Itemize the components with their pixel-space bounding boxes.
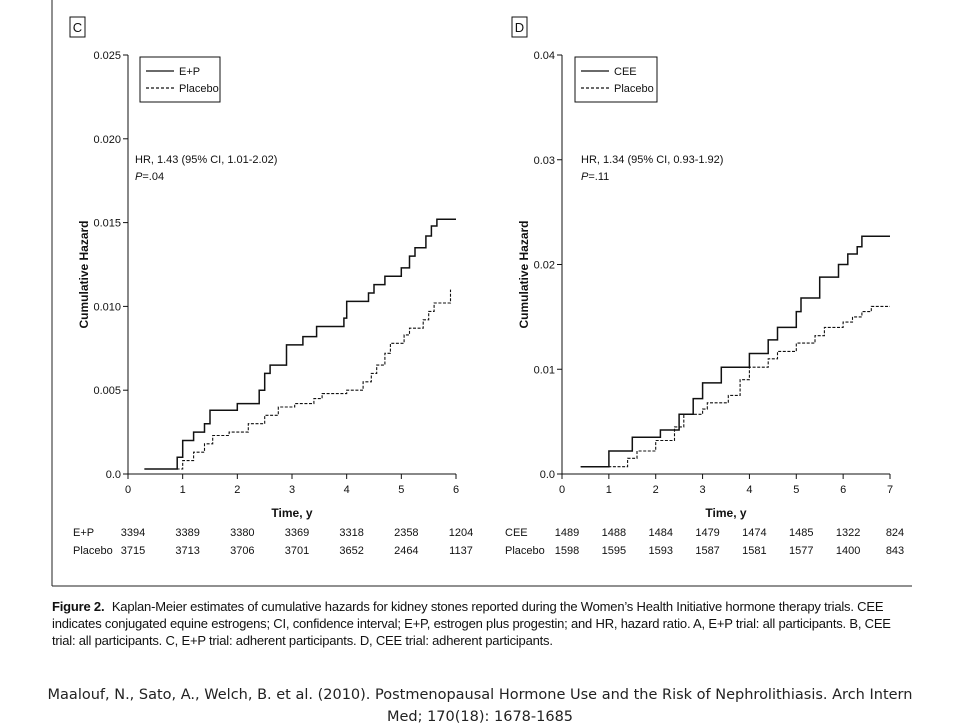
x-tick-label: 5 [398, 484, 404, 496]
p-value-annotation: P=.04 [135, 171, 164, 183]
y-tick-label: 0.0 [106, 469, 121, 481]
y-tick-label: 0.025 [93, 50, 121, 62]
risk-table-row-label: Placebo [73, 545, 113, 557]
panel-badge-letter: D [515, 20, 524, 35]
y-tick-label: 0.0 [540, 469, 555, 481]
risk-table-cell: 2358 [394, 527, 418, 539]
legend-label: E+P [179, 66, 200, 78]
x-tick-label: 7 [887, 484, 893, 496]
risk-table-cell: 1137 [449, 545, 473, 557]
y-tick-label: 0.03 [534, 155, 555, 167]
y-tick-label: 0.005 [93, 385, 121, 397]
y-axis-label: Cumulative Hazard [77, 220, 91, 328]
y-tick-label: 0.020 [93, 134, 121, 146]
risk-table-cell: 1598 [555, 545, 579, 557]
risk-table-cell: 1400 [836, 545, 860, 557]
y-axis-label: Cumulative Hazard [517, 220, 531, 328]
figure-caption: Figure 2. Kaplan-Meier estimates of cumu… [52, 598, 912, 649]
risk-table-cell: 1489 [555, 527, 579, 539]
legend-box [574, 56, 658, 103]
risk-table-cell: 1322 [836, 527, 860, 539]
risk-table-cell: 1595 [602, 545, 626, 557]
risk-table-cell: 1479 [695, 527, 719, 539]
risk-table-cell: 2464 [394, 545, 418, 557]
series-line-cee [580, 235, 890, 468]
risk-table-cell: 3713 [175, 545, 199, 557]
risk-table-cell: 843 [886, 545, 904, 557]
y-tick-label: 0.04 [534, 50, 555, 62]
x-tick-label: 2 [234, 484, 240, 496]
y-tick-label: 0.01 [534, 364, 555, 376]
risk-table-cell: 1484 [648, 527, 672, 539]
series-line-placebo [144, 289, 452, 470]
risk-table-cell: 3369 [285, 527, 309, 539]
series-line-placebo [580, 305, 890, 468]
panel-badge-letter: C [73, 20, 82, 35]
risk-table-cell: 1593 [648, 545, 672, 557]
y-tick-label: 0.010 [93, 301, 121, 313]
legend-label: CEE [614, 66, 637, 78]
legend-box [139, 56, 221, 103]
citation-line-1: Maalouf, N., Sato, A., Welch, B. et al. … [47, 687, 913, 703]
risk-table-cell: 3652 [339, 545, 363, 557]
risk-table-cell: 3318 [339, 527, 363, 539]
hazard-ratio-annotation: HR, 1.34 (95% CI, 0.93-1.92) [581, 154, 723, 166]
x-tick-label: 1 [606, 484, 612, 496]
x-tick-label: 4 [344, 484, 350, 496]
x-tick-label: 0 [559, 484, 565, 496]
risk-table-cell: 1581 [742, 545, 766, 557]
y-tick-label: 0.015 [93, 218, 121, 230]
risk-table-cell: 1204 [449, 527, 473, 539]
x-tick-label: 6 [453, 484, 459, 496]
x-tick-label: 3 [700, 484, 706, 496]
y-tick-label: 0.02 [534, 260, 555, 272]
x-tick-label: 6 [840, 484, 846, 496]
risk-table-row-label: E+P [73, 527, 94, 539]
x-tick-label: 4 [746, 484, 752, 496]
risk-table-cell: 3706 [230, 545, 254, 557]
risk-table-row-label: CEE [505, 527, 528, 539]
figure-caption-text: Kaplan-Meier estimates of cumulative haz… [52, 599, 891, 648]
figure-caption-label: Figure 2. [52, 599, 105, 614]
citation-line-2: Med; 170(18): 1678-1685 [386, 709, 574, 725]
x-tick-label: 2 [653, 484, 659, 496]
risk-table-cell: 3394 [121, 527, 145, 539]
x-tick-label: 5 [793, 484, 799, 496]
risk-table-cell: 1474 [742, 527, 766, 539]
panel-badge-box [69, 16, 86, 38]
risk-table-cell: 1488 [602, 527, 626, 539]
risk-table-cell: 824 [886, 527, 904, 539]
legend-label: Placebo [179, 83, 219, 95]
panel-badge-box [511, 16, 528, 38]
legend-label: Placebo [614, 83, 654, 95]
risk-table-cell: 3389 [175, 527, 199, 539]
panel-d: D 0.0 0.01 0.02 0.03 0.04 0 1 2 3 4 5 6 7 Time, y Cumul… [505, 16, 904, 557]
x-tick-label: 0 [125, 484, 131, 496]
figure-frame [51, 0, 912, 587]
x-tick-label: 3 [289, 484, 295, 496]
hazard-ratio-annotation: HR, 1.43 (95% CI, 1.01-2.02) [135, 154, 277, 166]
risk-table-cell: 3715 [121, 545, 145, 557]
panel-c: C 0.0 0.005 0.010 0.015 0.020 0.025 0 1 2 3 4 5 6 Time… [69, 16, 473, 557]
risk-table-cell: 3701 [285, 545, 309, 557]
p-value-annotation: P=.11 [581, 171, 609, 183]
risk-table-cell: 3380 [230, 527, 254, 539]
risk-table-row-label: Placebo [505, 545, 545, 557]
x-axis-label: Time, y [271, 506, 312, 520]
risk-table-cell: 1577 [789, 545, 813, 557]
risk-table-cell: 1485 [789, 527, 813, 539]
series-line-e-p [144, 218, 456, 470]
x-axis-label: Time, y [705, 506, 746, 520]
x-tick-label: 1 [180, 484, 186, 496]
risk-table-cell: 1587 [695, 545, 719, 557]
citation: Maalouf, N., Sato, A., Welch, B. et al. … [0, 684, 960, 728]
